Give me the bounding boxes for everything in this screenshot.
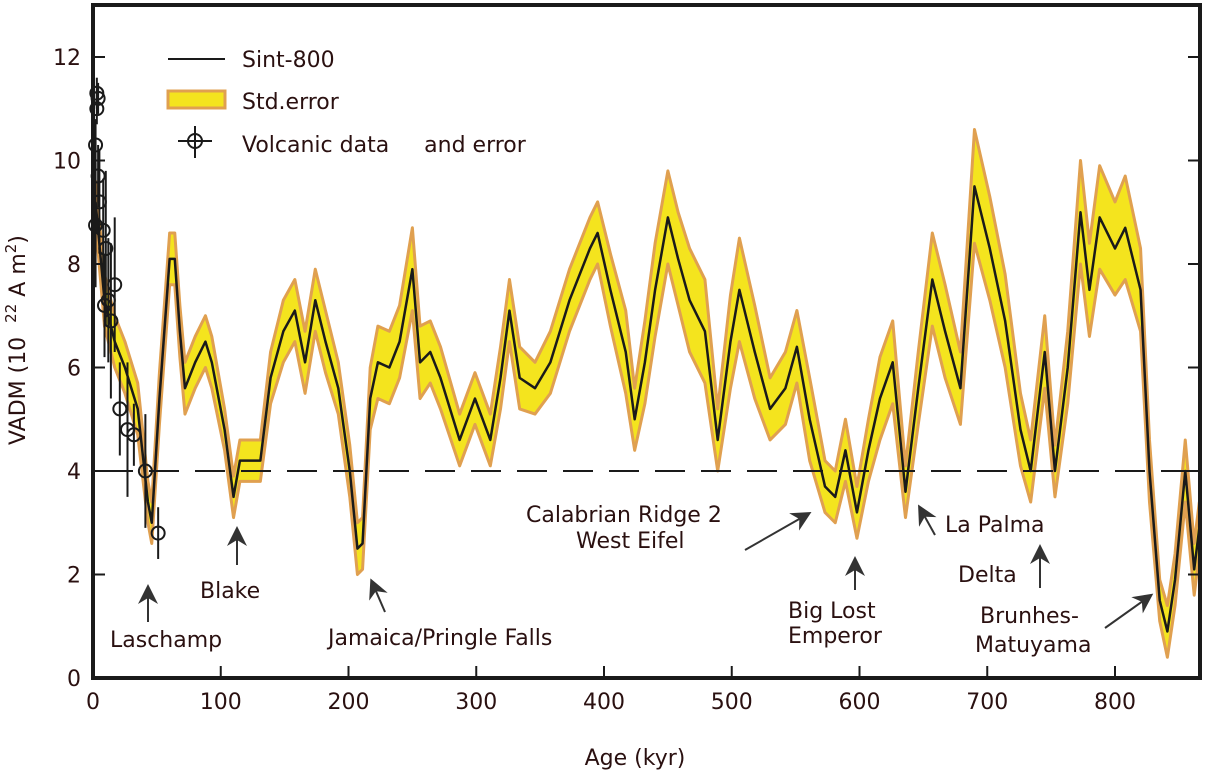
annotation-biglost: Big Lost Emperor [788, 556, 883, 649]
x-tick-label: 0 [86, 690, 100, 715]
axis-ticks: 0 100 200 300 400 500 600 700 800 0 2 4 6 8 10 12 [53, 46, 1200, 715]
x-tick-label: 500 [711, 690, 753, 715]
annotation-delta: Delta [958, 544, 1050, 588]
legend-band-swatch [166, 89, 227, 110]
svg-text:Emperor: Emperor [788, 624, 883, 649]
annotation-brunhes: Brunhes- Matuyama [975, 593, 1154, 658]
annotation-calabrian: Calabrian Ridge 2 West Eifel [526, 503, 812, 554]
sint-800-series [94, 185, 1201, 633]
y-axis-label: VADM (1022 A m2) [2, 235, 31, 445]
volcanic-data-point [98, 170, 114, 327]
y-tick-label: 0 [67, 667, 81, 692]
svg-text:Matuyama: Matuyama [975, 633, 1091, 658]
volcanic-data-point [103, 243, 119, 399]
svg-text:Delta: Delta [958, 563, 1017, 588]
svg-text:Big Lost: Big Lost [788, 599, 876, 624]
svg-text:Blake: Blake [200, 579, 260, 604]
volcanic-data-points [88, 77, 166, 559]
y-tick-label: 12 [53, 46, 81, 71]
annotation-jamaica: Jamaica/Pringle Falls [326, 578, 552, 651]
std-error-band [94, 127, 1201, 659]
x-tick-label: 100 [200, 690, 242, 715]
annotation-blake: Blake [200, 526, 260, 604]
std-error-band-area [94, 127, 1201, 659]
y-tick-label: 2 [67, 564, 81, 589]
svg-text:Calabrian Ridge 2: Calabrian Ridge 2 [526, 503, 722, 528]
svg-text:La Palma: La Palma [945, 513, 1045, 538]
volcanic-data-point [137, 414, 153, 528]
volcanic-data-point [112, 362, 128, 456]
x-tick-label: 600 [839, 690, 881, 715]
x-axis-label: Age (kyr) [585, 746, 686, 771]
volcanic-data-point [88, 119, 104, 171]
svg-text:West Eifel: West Eifel [576, 529, 685, 554]
x-tick-label: 200 [328, 690, 370, 715]
volcanic-data-point [150, 507, 166, 559]
legend-label-sint: Sint-800 [242, 48, 335, 73]
volcanic-data-point [126, 403, 142, 466]
y-tick-label: 10 [53, 150, 81, 175]
y-tick-label: 6 [67, 357, 81, 382]
legend-marker-swatch [178, 126, 212, 158]
svg-text:Brunhes-: Brunhes- [980, 604, 1079, 629]
volcanic-data-point [89, 77, 105, 109]
plot-frame [91, 3, 1202, 680]
y-tick-label: 8 [67, 253, 81, 278]
x-tick-label: 800 [1094, 690, 1136, 715]
x-tick-label: 300 [455, 690, 497, 715]
legend: Sint-800 Std.error Volcanic data and err… [166, 48, 527, 158]
sint-800-line [94, 185, 1201, 633]
annotation-laschamp: Laschamp [110, 584, 222, 653]
legend-label-volcanic: Volcanic data and error [242, 133, 527, 158]
svg-text:Laschamp: Laschamp [110, 628, 222, 653]
y-tick-label: 4 [67, 460, 81, 485]
svg-text:Jamaica/Pringle Falls: Jamaica/Pringle Falls [326, 626, 552, 651]
x-tick-label: 700 [966, 690, 1008, 715]
legend-label-stderr: Std.error [242, 90, 340, 115]
x-tick-label: 400 [583, 690, 625, 715]
annotation-lapalma: La Palma [918, 504, 1045, 538]
volcanic-data-point [88, 163, 104, 288]
